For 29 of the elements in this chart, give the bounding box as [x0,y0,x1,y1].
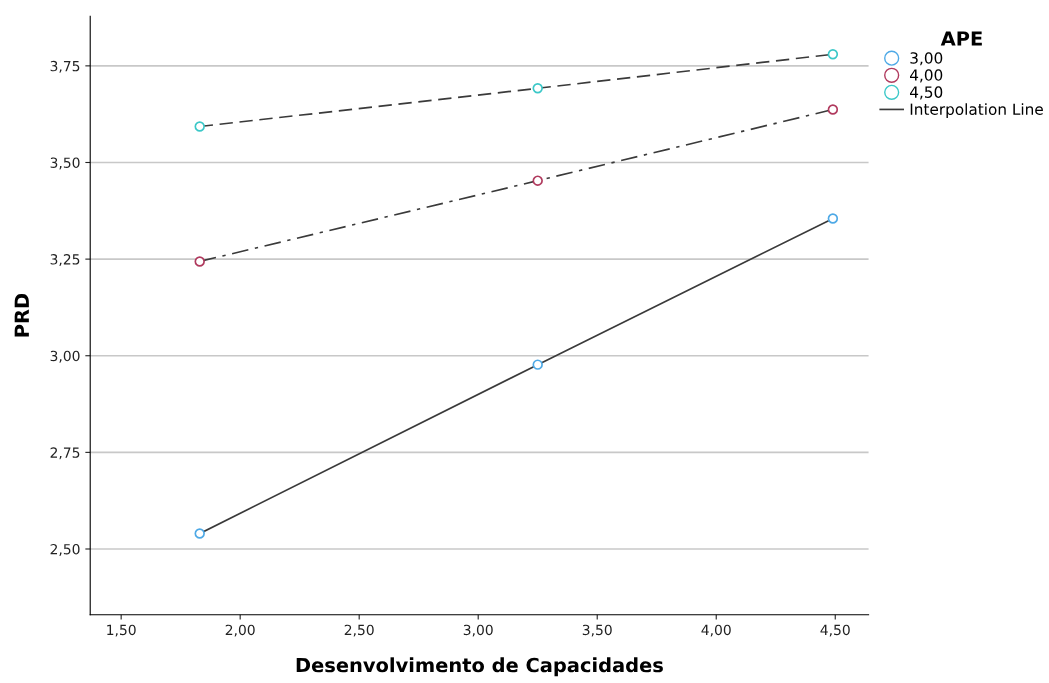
legend-label: 4,00 [910,69,943,83]
text: Interpolation Line [910,103,1043,118]
y-tick-label: 3,00 [50,350,80,363]
point [827,213,839,224]
point [194,121,205,132]
x-tick-label: 3,50 [582,624,612,637]
x-tick-label: 2,50 [344,624,374,637]
x-tick-label: 3,00 [463,624,493,637]
y-tick-label: 3,50 [50,157,80,170]
x-axis-title: Desenvolvimento de Capacidades [296,657,663,677]
x-tick-label: 4,00 [701,624,731,637]
y-tick-label: 3,75 [50,60,80,73]
point [532,359,543,370]
y-axis-title: PRD [14,293,29,337]
legend-label: 4,50 [910,86,943,100]
x-tick-label: 4,50 [820,624,850,637]
point [827,49,839,60]
point [532,83,543,94]
x-tick-label: 1,50 [107,624,136,637]
x-tick-label: 2,00 [225,624,255,637]
point [194,528,205,539]
legend-title: APE [940,31,982,46]
point [532,175,543,186]
point [827,104,839,115]
legend-label: 3,00 [910,52,943,66]
y-tick-label: 2,75 [50,447,80,460]
point [194,256,205,267]
y-tick-label: 2,50 [50,543,80,556]
y-tick-label: 3,25 [50,254,80,267]
